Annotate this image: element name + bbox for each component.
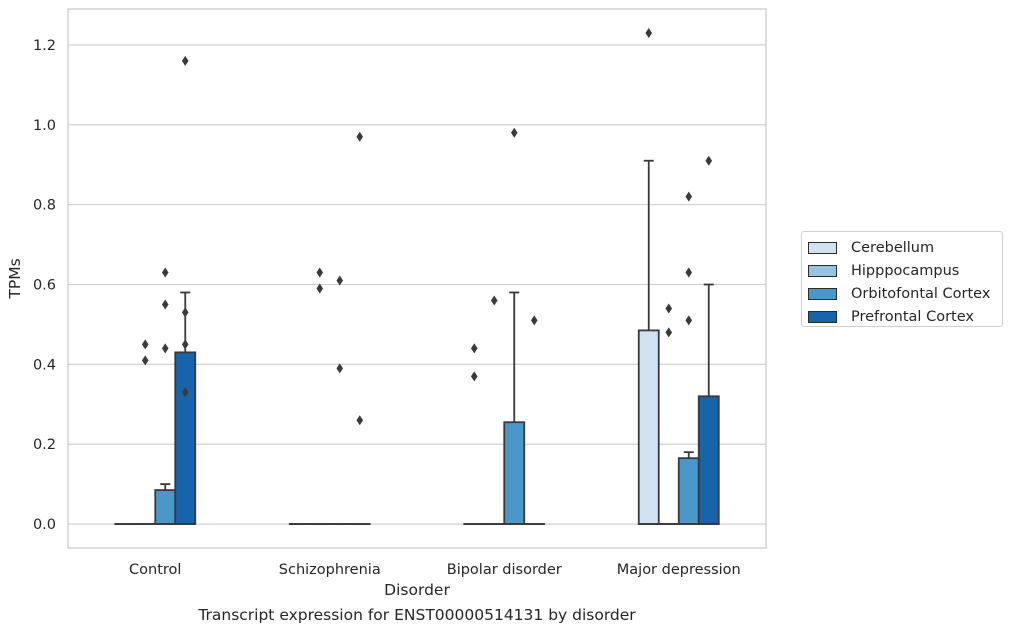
y-tick-label: 1.0 bbox=[33, 118, 56, 134]
box-hipppocampus bbox=[308, 267, 331, 525]
y-tick-label: 0.6 bbox=[33, 277, 56, 293]
outlier-point bbox=[356, 131, 364, 142]
outlier-point bbox=[685, 191, 693, 202]
chart-caption: Transcript expression for ENST0000051413… bbox=[198, 606, 636, 624]
box-body bbox=[697, 395, 720, 525]
x-tick-label: Bipolar disorder bbox=[447, 562, 562, 578]
legend-swatch bbox=[808, 264, 837, 277]
outlier-point bbox=[665, 303, 673, 314]
box-hipppocampus bbox=[483, 295, 506, 525]
y-tick-label: 0.2 bbox=[33, 437, 56, 453]
y-tick-label: 0.0 bbox=[33, 517, 56, 533]
legend-item: Prefrontal Cortex bbox=[808, 305, 1002, 328]
legend-swatch bbox=[808, 241, 837, 254]
outlier-point bbox=[141, 339, 149, 350]
legend-item: Hipppocampus bbox=[808, 259, 1002, 282]
legend-item: Orbitofontal Cortex bbox=[808, 282, 1002, 305]
outlier-point bbox=[645, 27, 653, 38]
outlier-point bbox=[141, 355, 149, 366]
box-groups bbox=[114, 27, 720, 525]
legend-swatch bbox=[808, 287, 837, 300]
legend-label: Cerebellum bbox=[851, 239, 935, 256]
box-orbitofontal-cortex bbox=[677, 191, 700, 525]
y-tick-label: 0.4 bbox=[33, 357, 56, 373]
box-body bbox=[154, 489, 177, 525]
outlier-point bbox=[336, 363, 344, 374]
outlier-point bbox=[490, 295, 498, 306]
box-cerebellum bbox=[463, 343, 486, 525]
y-axis-label: TPMs bbox=[6, 258, 24, 299]
box-prefrontal-cortex bbox=[348, 131, 371, 525]
outlier-point bbox=[181, 339, 189, 350]
box-orbitofontal-cortex bbox=[154, 267, 177, 525]
legend-label: Hipppocampus bbox=[851, 262, 960, 279]
y-tick-labels: 0.0 0.2 0.4 0.6 0.8 1.0 1.2 bbox=[33, 38, 56, 533]
outlier-point bbox=[181, 387, 189, 398]
outlier-point bbox=[665, 327, 673, 338]
outlier-point bbox=[685, 315, 693, 326]
box-body bbox=[174, 351, 197, 525]
legend-label: Orbitofontal Cortex bbox=[851, 285, 991, 302]
grid-lines bbox=[68, 44, 766, 525]
outlier-point bbox=[316, 267, 324, 278]
x-tick-label: Major depression bbox=[617, 562, 741, 578]
box-body bbox=[677, 457, 700, 525]
legend-label: Prefrontal Cortex bbox=[851, 308, 974, 325]
outlier-point bbox=[181, 55, 189, 66]
outlier-point bbox=[470, 343, 478, 354]
box-prefrontal-cortex bbox=[523, 315, 546, 525]
outlier-point bbox=[161, 267, 169, 278]
box-orbitofontal-cortex bbox=[328, 275, 351, 525]
outlier-point bbox=[161, 343, 169, 354]
outlier-point bbox=[356, 415, 364, 426]
box-hipppocampus bbox=[657, 303, 680, 525]
box-body bbox=[637, 329, 660, 525]
outlier-point bbox=[685, 267, 693, 278]
outlier-point bbox=[530, 315, 538, 326]
outlier-point bbox=[705, 155, 713, 166]
outlier-point bbox=[181, 307, 189, 318]
x-tick-label: Control bbox=[129, 562, 181, 578]
legend-item: Cerebellum bbox=[808, 236, 1002, 259]
outlier-point bbox=[470, 371, 478, 382]
y-tick-label: 1.2 bbox=[33, 38, 56, 54]
legend-swatch bbox=[808, 310, 837, 323]
outlier-point bbox=[161, 299, 169, 310]
box-hipppocampus bbox=[134, 339, 157, 525]
outlier-point bbox=[510, 127, 518, 138]
x-axis-label: Disorder bbox=[384, 581, 450, 599]
x-tick-labels: Control Schizophrenia Bipolar disorder Majo… bbox=[129, 562, 741, 578]
plot-frame bbox=[67, 8, 767, 549]
y-tick-label: 0.8 bbox=[33, 198, 56, 214]
outlier-point bbox=[336, 275, 344, 286]
box-cerebellum bbox=[637, 27, 660, 525]
box-orbitofontal-cortex bbox=[503, 127, 526, 525]
box-body bbox=[503, 421, 526, 525]
legend: Cerebellum Hipppocampus Orbitofontal Cor… bbox=[801, 231, 1003, 327]
outlier-point bbox=[316, 283, 324, 294]
box-prefrontal-cortex bbox=[697, 155, 720, 525]
box-prefrontal-cortex bbox=[174, 55, 197, 525]
x-tick-label: Schizophrenia bbox=[279, 562, 381, 578]
